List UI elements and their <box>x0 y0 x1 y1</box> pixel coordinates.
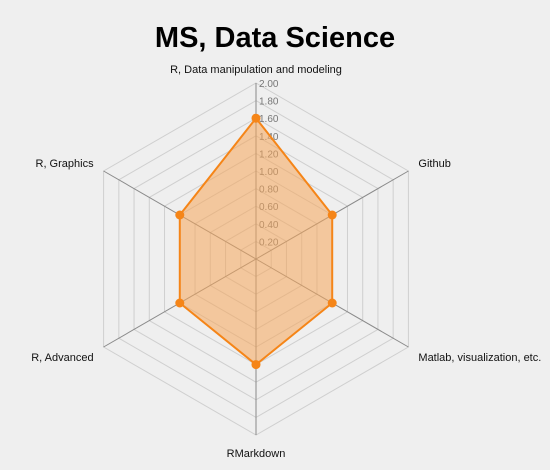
radar-series <box>175 113 337 370</box>
data-point[interactable] <box>251 360 261 370</box>
axis-label: Github <box>418 158 450 170</box>
chart-title: MS, Data Science <box>155 22 395 54</box>
axis-label: R, Advanced <box>31 352 93 364</box>
data-point[interactable] <box>251 113 261 123</box>
axis-label: RMarkdown <box>227 448 286 460</box>
data-point[interactable] <box>327 298 337 308</box>
axis-label: Matlab, visualization, etc. <box>418 352 541 364</box>
axis-label: R, Graphics <box>36 158 95 170</box>
tick-label: 1.80 <box>259 97 279 108</box>
tick-label: 1.60 <box>259 114 279 125</box>
data-area <box>178 117 334 366</box>
radar-axis-labels: R, Data manipulation and modeling Github M… <box>31 64 541 460</box>
data-point[interactable] <box>175 210 185 220</box>
tick-label: 2.00 <box>259 79 279 90</box>
data-point[interactable] <box>175 298 185 308</box>
axis-label: R, Data manipulation and modeling <box>170 64 342 76</box>
data-point[interactable] <box>327 210 337 220</box>
